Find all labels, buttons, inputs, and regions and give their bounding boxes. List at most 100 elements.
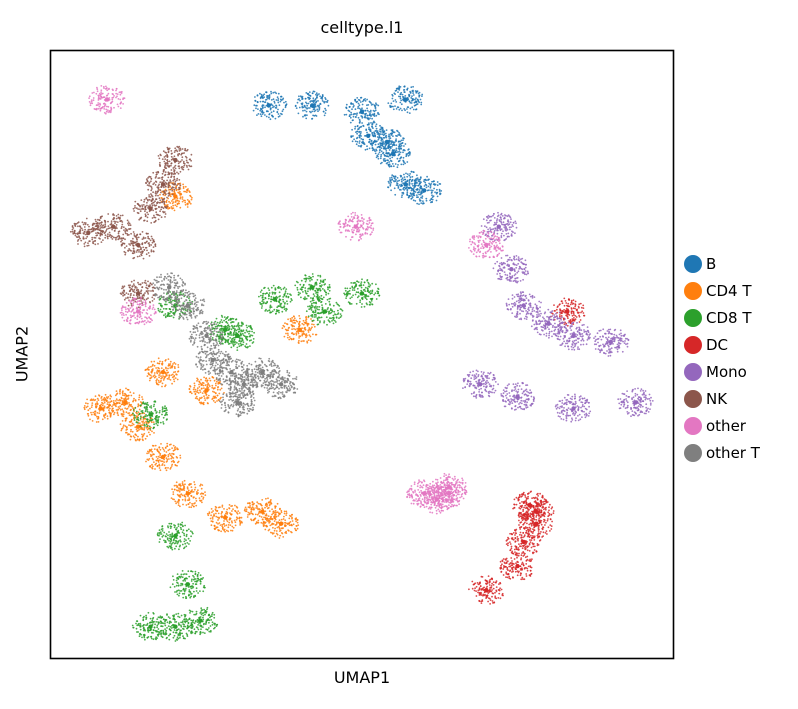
data-point <box>188 297 190 300</box>
data-point <box>221 316 224 318</box>
data-point <box>360 289 363 292</box>
data-point <box>290 294 292 296</box>
data-point <box>316 306 319 308</box>
data-point <box>265 514 268 517</box>
data-point <box>163 464 166 467</box>
data-point <box>328 284 331 286</box>
data-point <box>304 334 307 337</box>
data-point <box>366 131 368 134</box>
data-point <box>412 94 415 96</box>
data-point <box>181 570 184 572</box>
data-point <box>132 435 135 438</box>
data-point <box>391 163 394 165</box>
data-point <box>196 389 199 392</box>
data-point <box>385 142 388 144</box>
data-point <box>148 465 151 468</box>
data-point <box>119 388 122 391</box>
data-point <box>340 315 343 317</box>
data-point <box>137 416 140 419</box>
data-point <box>185 490 188 493</box>
data-point <box>339 313 342 315</box>
data-point <box>169 360 172 363</box>
data-point <box>332 318 335 321</box>
data-point <box>168 297 171 300</box>
data-point <box>231 525 234 528</box>
data-point <box>524 494 526 497</box>
data-point <box>295 107 298 109</box>
data-point <box>215 384 217 387</box>
data-point <box>142 616 145 619</box>
data-point <box>353 112 356 115</box>
data-point <box>300 330 303 333</box>
data-point <box>247 511 250 514</box>
data-point <box>182 587 185 590</box>
data-point <box>217 331 220 334</box>
data-point <box>182 183 185 186</box>
data-point <box>397 164 399 166</box>
data-point <box>211 337 214 339</box>
data-point <box>417 184 419 187</box>
data-point <box>235 329 238 332</box>
data-point <box>115 400 117 402</box>
data-point <box>101 404 104 407</box>
data-point <box>226 327 229 330</box>
data-point <box>325 100 327 103</box>
data-point <box>350 111 352 114</box>
data-point <box>107 406 110 408</box>
data-point <box>111 409 113 412</box>
data-point <box>402 96 405 98</box>
data-point <box>284 290 287 293</box>
data-point <box>160 443 162 445</box>
data-point <box>175 502 178 505</box>
data-point <box>223 331 226 334</box>
data-point <box>154 468 156 470</box>
data-point <box>155 367 158 369</box>
data-point <box>349 303 352 305</box>
data-point <box>522 508 525 511</box>
data-point <box>262 94 265 97</box>
data-point <box>385 136 388 139</box>
data-point <box>406 175 409 178</box>
data-point <box>123 399 126 402</box>
data-point <box>321 98 324 100</box>
data-point <box>403 149 406 152</box>
data-point <box>317 100 319 102</box>
data-point <box>373 115 376 117</box>
data-point <box>194 397 197 400</box>
data-point <box>357 102 360 105</box>
data-point <box>150 635 153 638</box>
data-point <box>128 414 131 416</box>
data-point <box>406 189 409 192</box>
data-point <box>263 96 265 99</box>
data-point <box>316 94 319 96</box>
data-point <box>291 332 294 334</box>
data-point <box>184 203 187 206</box>
data-point <box>235 318 237 321</box>
data-point <box>298 337 300 339</box>
data-point <box>317 110 319 113</box>
data-point <box>377 132 380 134</box>
data-point <box>345 297 347 299</box>
data-point <box>150 631 153 634</box>
data-point <box>169 525 172 528</box>
data-point <box>361 303 363 305</box>
data-point <box>134 399 137 401</box>
data-point <box>260 95 263 97</box>
data-point <box>145 408 147 411</box>
chart-title: celltype.l1 <box>320 18 404 37</box>
data-point <box>272 296 275 299</box>
data-point <box>385 155 388 158</box>
data-point <box>148 450 151 453</box>
data-point <box>130 413 133 416</box>
data-point <box>406 191 409 194</box>
data-point <box>422 202 424 205</box>
data-point <box>168 458 170 460</box>
data-point <box>145 614 148 617</box>
data-point <box>284 292 287 294</box>
data-point <box>211 386 214 389</box>
data-point <box>204 491 206 493</box>
data-point <box>229 334 231 336</box>
data-point <box>399 157 401 160</box>
data-point <box>221 523 224 526</box>
data-point <box>188 590 191 593</box>
